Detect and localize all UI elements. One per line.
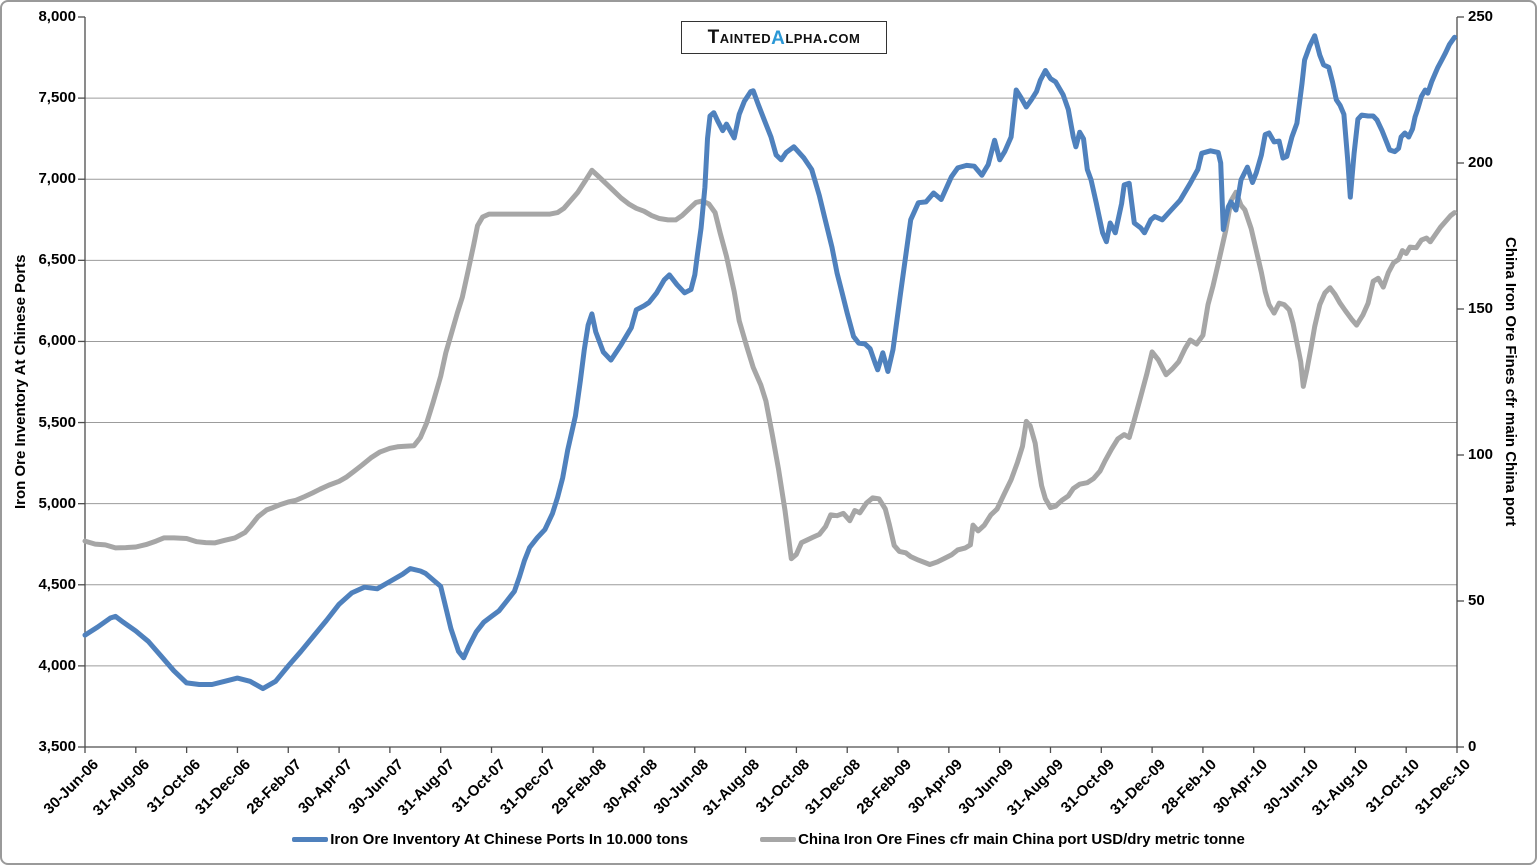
chart-legend: Iron Ore Inventory At Chinese Ports In 1… xyxy=(0,831,1537,848)
price-line-swatch xyxy=(760,837,797,842)
right-axis-tick-label: 150 xyxy=(1468,300,1494,317)
right-axis-tick-label: 200 xyxy=(1468,154,1494,171)
left-axis-tick-label: 7,000 xyxy=(38,170,76,188)
taintedalpha-logo: Taintedαlpha.com xyxy=(681,21,887,54)
legend-item-inventory: Iron Ore Inventory At Chinese Ports In 1… xyxy=(292,831,688,848)
logo-alpha-icon: α xyxy=(771,20,786,50)
legend-label-inventory: Iron Ore Inventory At Chinese Ports In 1… xyxy=(330,831,689,848)
logo-text-suffix: lpha.com xyxy=(785,27,861,48)
left-axis-tick-label: 5,000 xyxy=(38,494,76,512)
logo-text: Taintedαlpha.com xyxy=(707,22,861,49)
left-axis-tick-label: 4,500 xyxy=(38,575,76,593)
inventory-series-line xyxy=(82,33,1457,692)
legend-item-price: China Iron Ore Fines cfr main China port… xyxy=(760,831,1245,848)
left-axis-tick-label: 8,000 xyxy=(38,8,76,25)
logo-text-prefix: Tainted xyxy=(707,27,772,48)
left-axis-title: Iron Ore Inventory At Chinese Ports xyxy=(12,254,29,510)
price-series-line xyxy=(82,167,1457,567)
right-axis-tick-label: 0 xyxy=(1468,738,1477,755)
legend-label-price: China Iron Ore Fines cfr main China port… xyxy=(798,831,1245,848)
right-axis-title: China Iron Ore Fines cfr main China port xyxy=(1502,237,1519,527)
left-axis-tick-label: 3,500 xyxy=(38,738,76,755)
left-axis-tick-label: 4,000 xyxy=(38,656,76,674)
right-axis-tick-label: 250 xyxy=(1468,8,1494,25)
left-axis-tick-label: 6,500 xyxy=(38,251,76,269)
left-axis-tick-label: 7,500 xyxy=(38,89,76,107)
left-axis-tick-label: 5,500 xyxy=(38,413,76,431)
inventory-line-swatch xyxy=(292,837,329,842)
right-axis-tick-label: 100 xyxy=(1468,446,1494,463)
left-axis-tick-label: 6,000 xyxy=(38,332,76,350)
right-axis-tick-label: 50 xyxy=(1468,592,1485,609)
